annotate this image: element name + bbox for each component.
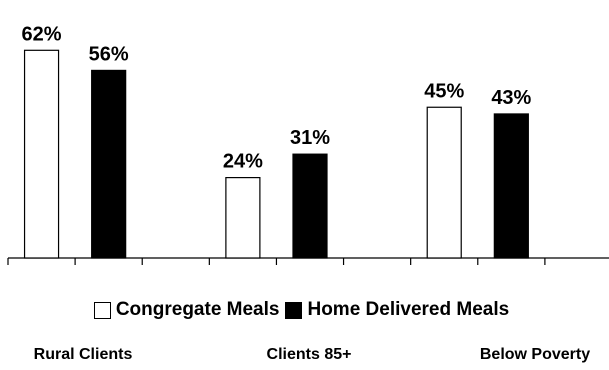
legend-label-home-delivered: Home Delivered Meals xyxy=(307,299,510,320)
bar-home-delivered-2 xyxy=(493,113,529,259)
bar-congregate-2 xyxy=(426,106,462,259)
legend-item-home-delivered: Home Delivered Meals xyxy=(285,299,509,321)
bars-layer xyxy=(23,49,529,259)
bar-congregate-0 xyxy=(23,49,60,259)
value-label-home-delivered-2: 43% xyxy=(491,87,531,109)
category-label-clients-85: Clients 85+ xyxy=(266,346,352,363)
category-label-below-poverty: Below Poverty xyxy=(479,346,591,363)
value-label-congregate-2: 45% xyxy=(424,80,464,102)
legend-label-congregate: Congregate Meals xyxy=(115,299,280,320)
category-label-rural-clients: Rural Clients xyxy=(33,346,133,363)
bar-home-delivered-1 xyxy=(292,153,328,259)
bar-congregate-1 xyxy=(225,177,261,259)
legend-swatch-home-delivered xyxy=(285,301,303,319)
value-label-home-delivered-0: 56% xyxy=(89,43,129,65)
bar-home-delivered-0 xyxy=(91,69,127,259)
legend-swatch-congregate xyxy=(93,301,111,319)
value-labels-layer: 62% 56% 24% 31% 45% 43% xyxy=(22,23,532,172)
value-label-congregate-0: 62% xyxy=(22,23,62,45)
legend-item-congregate: Congregate Meals xyxy=(93,299,280,321)
axis-layer xyxy=(7,257,609,265)
bar-chart: 62% 56% 24% 31% 45% 43% xyxy=(7,23,609,265)
value-label-congregate-1: 24% xyxy=(223,151,263,173)
legend: Congregate Meals Home Delivered Meals xyxy=(0,299,609,321)
value-label-home-delivered-1: 31% xyxy=(290,127,330,149)
